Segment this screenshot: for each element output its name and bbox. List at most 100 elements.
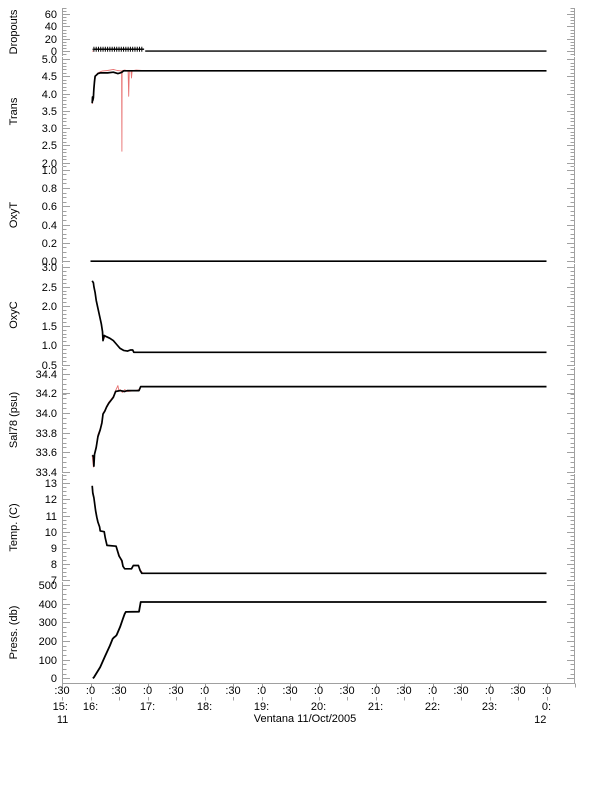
y-tick-label: 40	[45, 21, 57, 33]
x-hour-label: 23:	[482, 701, 497, 713]
series-trans-main	[91, 69, 547, 104]
x-minute-label: :30	[168, 685, 183, 697]
y-tick-label: 0	[51, 46, 57, 58]
x-minute-label: :30	[339, 685, 354, 697]
y-tick-label: 60	[45, 9, 57, 21]
x-minute-label: :30	[453, 685, 468, 697]
y-tick-label: 0	[51, 673, 57, 685]
y-tick-label: 200	[39, 636, 57, 648]
x-minute-label: :0	[485, 685, 494, 697]
x-minute-label: :0	[542, 685, 551, 697]
y-axis-title-dropouts: Dropouts	[8, 9, 20, 54]
markers-dropouts	[92, 46, 144, 52]
y-tick-label: 2.5	[42, 140, 57, 152]
y-tick-label: 9	[51, 543, 57, 555]
y-tick-label: 34.0	[36, 408, 57, 420]
x-minute-label: :0	[314, 685, 323, 697]
x-hour-label: 15:	[53, 701, 68, 713]
y-tick-label: 500	[39, 580, 57, 592]
x-day-labels: 11 12	[57, 714, 546, 726]
y-tick-labels-oxyc: 0.5 1.0 1.5 2.0 2.5 3.0	[42, 262, 57, 372]
y-tick-label: 2.5	[42, 282, 57, 294]
series-sal78-overlay	[91, 385, 143, 468]
y-tick-label: 1.5	[42, 321, 57, 333]
y-tick-label: 5.0	[42, 54, 57, 66]
y-tick-label: 4.5	[42, 71, 57, 83]
y-tick-label: 0.6	[42, 201, 57, 213]
panel-sal78: 33.4 33.6 33.8 34.0 34.2 34.4 Sal78 (psu)	[8, 367, 575, 479]
y-tick-label: 8	[51, 559, 57, 571]
x-hour-label: 18:	[197, 701, 212, 713]
series-sal78-main	[91, 385, 547, 467]
x-minute-label: :0	[428, 685, 437, 697]
y-tick-label: 300	[39, 617, 57, 629]
y-tick-labels-press: 0 100 200 300 400 500	[39, 580, 57, 685]
x-minute-label: :30	[282, 685, 297, 697]
x-minute-label: :30	[510, 685, 525, 697]
y-tick-label: 0.8	[42, 183, 57, 195]
y-tick-label: 33.8	[36, 428, 57, 440]
y-tick-label: 3.5	[42, 106, 57, 118]
x-day-label: 11	[57, 714, 68, 726]
x-minute-label: :30	[54, 685, 69, 697]
x-minute-label: :0	[371, 685, 380, 697]
y-tick-label: 33.4	[36, 467, 57, 479]
x-minute-label: :30	[396, 685, 411, 697]
series-oxyc-main	[91, 280, 547, 354]
y-axis-title-temp: Temp. (C)	[8, 503, 20, 551]
y-tick-labels-sal78: 33.4 33.6 33.8 34.0 34.2 34.4	[36, 369, 57, 479]
series-temp-main	[91, 485, 547, 575]
y-tick-label: 4.0	[42, 89, 57, 101]
x-minute-label: :30	[225, 685, 240, 697]
y-tick-label: 0.5	[42, 360, 57, 372]
y-axis-title-oxyc: OxyC	[8, 301, 20, 329]
y-tick-label: 33.6	[36, 447, 57, 459]
x-hour-label: 0:	[542, 701, 551, 713]
y-tick-label: 400	[39, 599, 57, 611]
y-tick-label: 11	[46, 511, 57, 523]
panel-oxyt: 0.0 0.2 0.4 0.6 0.8 1.0 OxyT	[8, 165, 575, 268]
x-minute-labels: :30 :0 :30 :0 :30 :0 :30 :0 :30 :0 :30 :0 :30 :0 :30 :0…	[54, 685, 551, 697]
y-tick-label: 0.4	[42, 220, 57, 232]
y-tick-label: 0.0	[42, 256, 57, 268]
y-axis-title-press: Press. (db)	[8, 606, 20, 660]
y-axis-title-trans: Trans	[8, 97, 20, 125]
y-tick-label: 3.0	[42, 123, 57, 135]
y-tick-label: 3.0	[42, 262, 57, 274]
figure-title: Ventana 11/Oct/2005	[253, 713, 357, 725]
y-tick-label: 12	[45, 494, 57, 506]
x-hour-label: 19:	[254, 701, 269, 713]
y-tick-label: 1.0	[42, 340, 57, 352]
x-hour-label: 21:	[368, 701, 383, 713]
y-tick-label: 34.2	[36, 388, 57, 400]
y-tick-label: 20	[45, 34, 57, 46]
y-tick-labels-trans: 2.0 2.5 3.0 3.5 4.0 4.5 5.0	[42, 54, 57, 170]
y-tick-label: 7	[51, 575, 57, 587]
panel-press: 0 100 200 300 400 500 Press. (db)	[8, 580, 575, 685]
x-minute-label: :0	[200, 685, 209, 697]
y-axis-title-oxyt: OxyT	[8, 202, 20, 229]
y-tick-labels-oxyt: 0.0 0.2 0.4 0.6 0.8 1.0	[42, 165, 57, 268]
y-axis-title-sal78: Sal78 (psu)	[8, 392, 20, 448]
y-tick-label: 1.0	[42, 165, 57, 177]
y-tick-label: 100	[39, 655, 57, 667]
y-tick-label: 10	[45, 527, 57, 539]
x-day-label: 12	[534, 714, 546, 726]
panel-temp: 7 8 9 10 11 12 13 Temp. (C)	[8, 474, 575, 587]
series-trans-overlay	[91, 68, 146, 152]
x-hour-label: 17:	[140, 701, 155, 713]
x-axis: :30 :0 :30 :0 :30 :0 :30 :0 :30 :0 :30 :0 :30 :0 :30 :0…	[53, 683, 576, 726]
x-minute-label: :0	[86, 685, 95, 697]
panel-oxyc: 0.5 1.0 1.5 2.0 2.5 3.0 OxyC	[8, 262, 575, 372]
x-minute-label: :0	[143, 685, 152, 697]
x-hour-label: 16:	[83, 701, 98, 713]
x-minute-label: :30	[111, 685, 126, 697]
y-tick-label: 13	[45, 478, 57, 490]
x-hour-label: 22:	[425, 701, 440, 713]
y-tick-label: 2.0	[42, 301, 57, 313]
x-minute-label: :0	[257, 685, 266, 697]
